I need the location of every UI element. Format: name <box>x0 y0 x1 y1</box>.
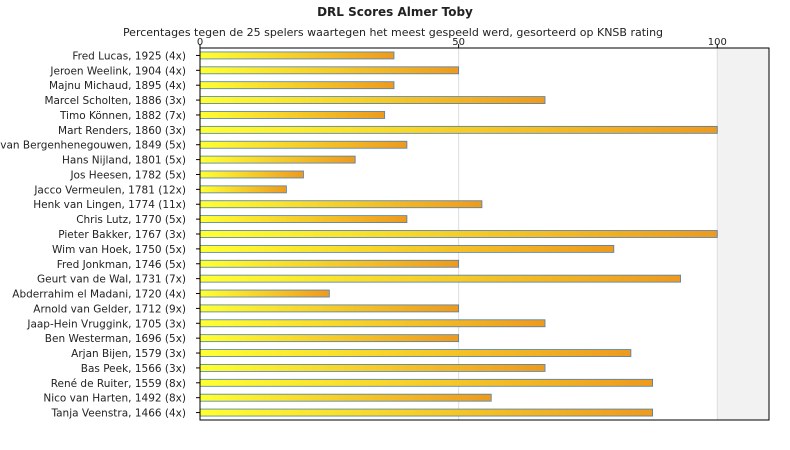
category-label-5: Mart Renders, 1860 (3x) <box>58 125 186 137</box>
category-label-20: Arjan Bijen, 1579 (3x) <box>71 348 186 360</box>
bar-19 <box>199 334 460 343</box>
chart-subtitle: Percentages tegen de 25 spelers waartege… <box>123 26 663 39</box>
chart-title: DRL Scores Almer Toby <box>317 5 473 19</box>
category-label-4: Timo Können, 1882 (7x) <box>59 110 186 122</box>
bar-7 <box>199 155 356 164</box>
category-label-2: Majnu Michaud, 1895 (4x) <box>49 80 186 92</box>
bar-3 <box>199 96 546 104</box>
bar-8 <box>199 170 304 179</box>
bar-0 <box>199 51 395 60</box>
bar-10 <box>199 200 483 209</box>
category-label-13: Wim van Hoek, 1750 (5x) <box>52 244 186 256</box>
bar-6 <box>199 140 408 149</box>
category-label-10: Henk van Lingen, 1774 (11x) <box>33 199 186 211</box>
plot-frame <box>199 47 770 421</box>
bar-20 <box>199 349 632 357</box>
x-tick-label-50: 50 <box>452 37 465 48</box>
bar-24 <box>199 408 654 417</box>
bar-2 <box>199 81 395 90</box>
category-label-6: Robbert van Bergenhenegouwen, 1849 (5x) <box>0 140 186 152</box>
category-label-21: Bas Peek, 1566 (3x) <box>81 363 186 375</box>
x-tick-label-0: 0 <box>197 37 203 48</box>
category-label-8: Jos Heesen, 1782 (5x) <box>69 169 186 181</box>
bar-17 <box>199 304 460 313</box>
category-label-19: Ben Westerman, 1696 (5x) <box>45 333 186 345</box>
category-label-22: René de Ruiter, 1559 (8x) <box>51 378 186 390</box>
bar-21 <box>199 364 546 372</box>
bar-14 <box>199 259 460 268</box>
category-label-1: Jeroen Weelink, 1904 (4x) <box>49 65 186 77</box>
category-label-17: Arnold van Gelder, 1712 (9x) <box>33 303 186 315</box>
category-label-16: Abderrahim el Madani, 1720 (4x) <box>12 289 186 301</box>
category-label-3: Marcel Scholten, 1886 (3x) <box>44 95 186 107</box>
bar-16 <box>199 289 330 298</box>
bar-22 <box>199 378 654 387</box>
bar-23 <box>199 393 492 402</box>
category-label-11: Chris Lutz, 1770 (5x) <box>76 214 186 226</box>
bar-15 <box>199 274 681 283</box>
bar-12 <box>199 230 718 238</box>
category-label-7: Hans Nijland, 1801 (5x) <box>62 155 186 167</box>
category-label-24: Tanja Veenstra, 1466 (4x) <box>50 408 186 420</box>
bar-4 <box>199 111 386 119</box>
shaded-region <box>717 48 769 420</box>
category-label-23: Nico van Harten, 1492 (8x) <box>43 393 186 405</box>
category-label-18: Jaap-Hein Vruggink, 1705 (3x) <box>26 318 186 330</box>
bar-13 <box>199 244 615 253</box>
category-label-15: Geurt van de Wal, 1731 (7x) <box>37 274 186 286</box>
category-label-0: Fred Lucas, 1925 (4x) <box>72 50 186 62</box>
bar-5 <box>199 125 718 134</box>
bar-9 <box>199 185 287 194</box>
x-tick-label-100: 100 <box>708 37 727 48</box>
bar-11 <box>199 215 408 224</box>
category-label-12: Pieter Bakker, 1767 (3x) <box>58 229 186 241</box>
bar-1 <box>199 66 460 75</box>
bar-18 <box>199 319 546 328</box>
category-label-9: Jacco Vermeulen, 1781 (12x) <box>33 184 186 196</box>
category-label-14: Fred Jonkman, 1746 (5x) <box>57 259 186 271</box>
